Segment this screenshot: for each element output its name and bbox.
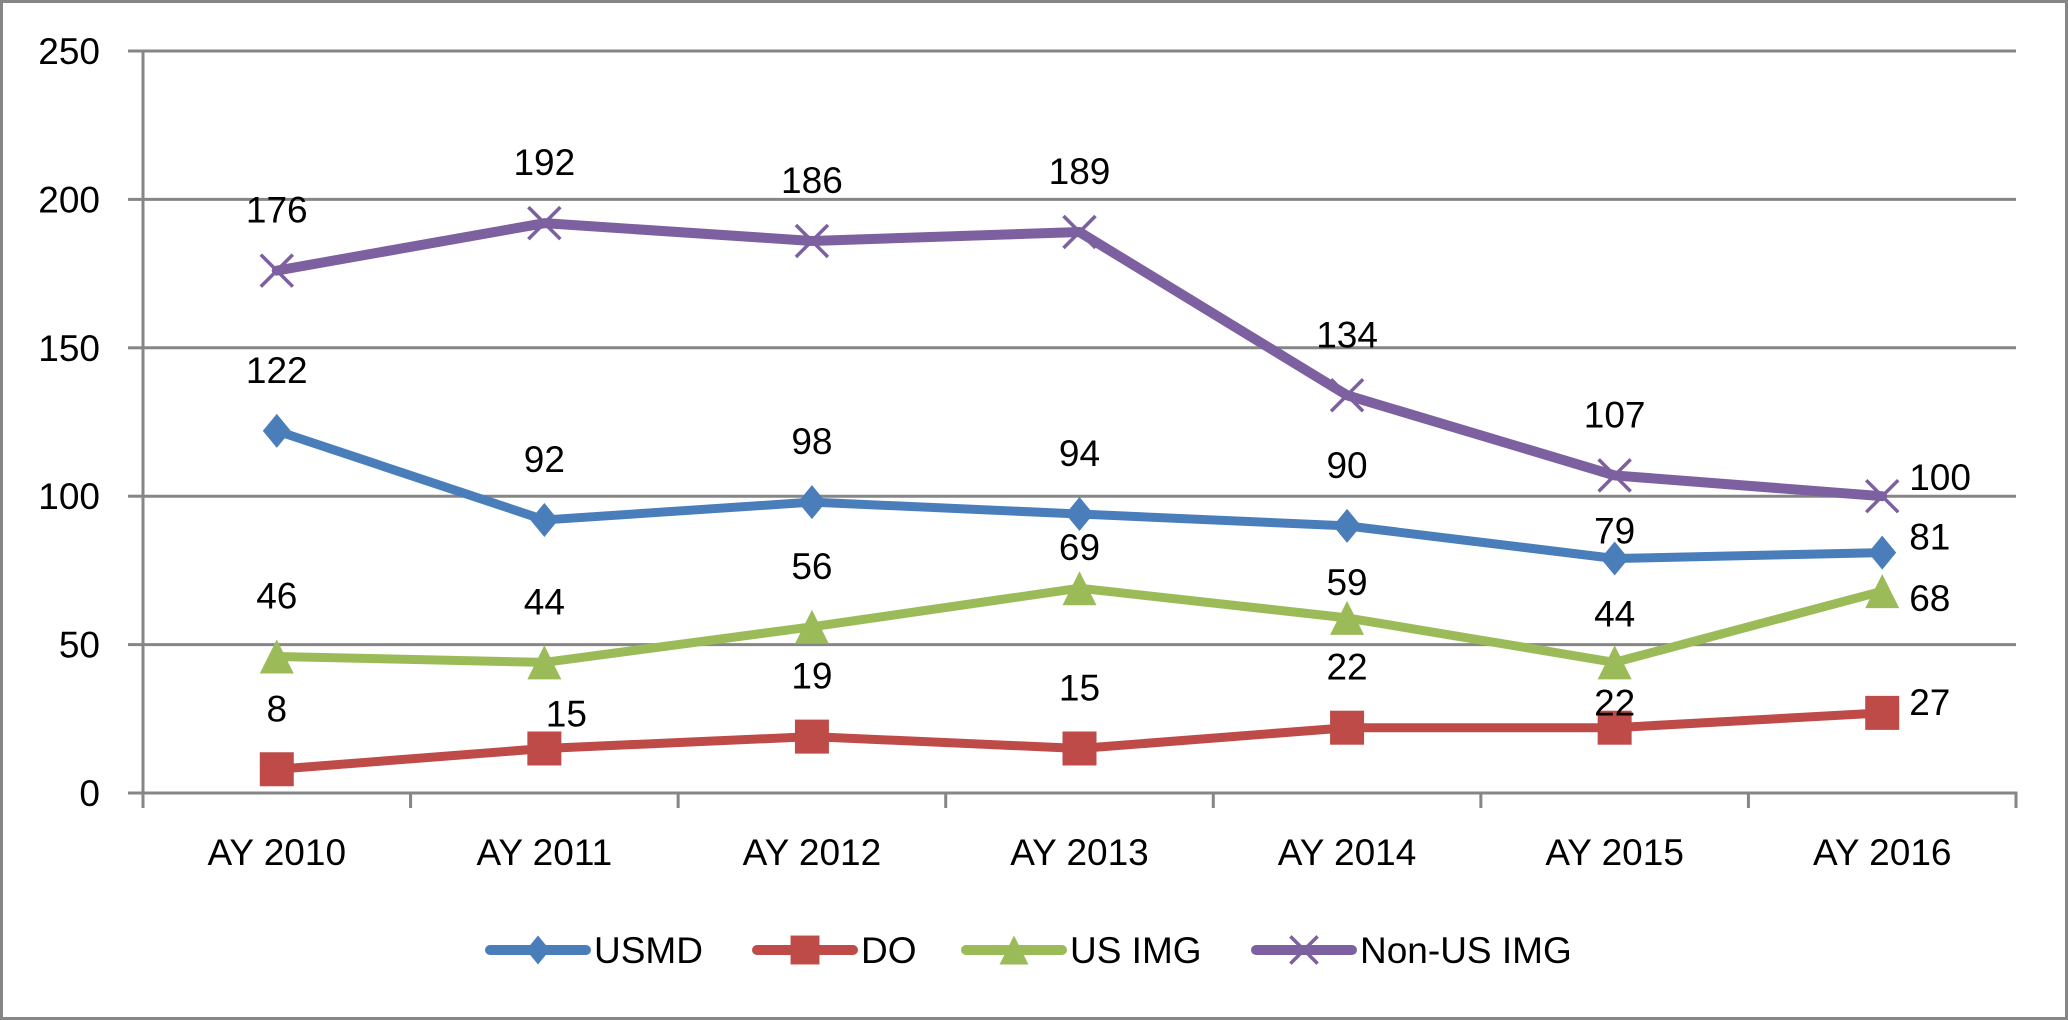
x-marker bbox=[259, 253, 295, 288]
x-marker bbox=[1062, 214, 1097, 250]
series-do bbox=[259, 695, 1900, 787]
square-marker bbox=[790, 935, 820, 965]
data-label: 98 bbox=[791, 421, 832, 462]
gridlines bbox=[128, 49, 2016, 795]
triangle-marker bbox=[794, 609, 829, 644]
data-label: 79 bbox=[1594, 511, 1635, 552]
square-marker bbox=[794, 719, 829, 754]
diamond-marker bbox=[1065, 497, 1094, 532]
legend-label: Non-US IMG bbox=[1360, 930, 1572, 971]
x-tick-label: AY 2010 bbox=[208, 832, 347, 873]
data-label: 92 bbox=[524, 439, 565, 480]
series-layer bbox=[259, 205, 1900, 787]
x-marker bbox=[1597, 458, 1632, 493]
legend-swatch-x-icon bbox=[1251, 935, 1357, 965]
y-tick-label: 0 bbox=[79, 773, 100, 814]
x-marker bbox=[527, 205, 562, 241]
triangle-marker bbox=[527, 645, 562, 680]
legend-label: DO bbox=[861, 930, 917, 971]
y-tick-label: 150 bbox=[38, 328, 100, 369]
diamond-marker bbox=[262, 413, 291, 448]
legend-label: USMD bbox=[594, 930, 703, 971]
y-axis-tick-labels: 0 50 100 150 200 250 bbox=[38, 31, 100, 814]
series-non-us-img bbox=[259, 205, 1900, 514]
diamond-marker bbox=[1600, 541, 1629, 576]
square-marker bbox=[1330, 710, 1365, 745]
data-label: 56 bbox=[791, 546, 832, 587]
x-marker bbox=[1329, 378, 1365, 413]
triangle-marker bbox=[1062, 571, 1097, 606]
diamond-marker bbox=[1333, 508, 1362, 543]
x-tick-label: AY 2011 bbox=[476, 832, 612, 873]
legend-label: US IMG bbox=[1070, 930, 1202, 971]
y-tick-label: 250 bbox=[38, 31, 100, 72]
diamond-marker bbox=[1868, 535, 1897, 570]
square-marker bbox=[1062, 731, 1097, 766]
legend: USMD DO US IMG Non-US IMG bbox=[485, 930, 1572, 971]
legend-swatch-triangle-icon bbox=[961, 935, 1067, 965]
data-label: 90 bbox=[1326, 445, 1367, 486]
data-label: 176 bbox=[246, 190, 308, 231]
data-label: 81 bbox=[1909, 517, 1950, 558]
data-label: 46 bbox=[256, 575, 297, 616]
data-label: 19 bbox=[791, 656, 832, 697]
series-usmd bbox=[262, 413, 1897, 576]
data-label: 22 bbox=[1594, 683, 1635, 724]
data-label: 134 bbox=[1316, 314, 1378, 355]
square-marker bbox=[1597, 710, 1632, 745]
x-tick-label: AY 2012 bbox=[743, 832, 882, 873]
data-label: 15 bbox=[546, 693, 587, 734]
data-label: 186 bbox=[781, 160, 843, 201]
diamond-marker bbox=[797, 485, 826, 520]
square-marker bbox=[527, 731, 562, 766]
square-marker bbox=[1865, 695, 1900, 730]
legend-item-usmd[interactable]: USMD bbox=[485, 930, 703, 971]
x-tick-label: AY 2014 bbox=[1278, 832, 1417, 873]
data-label: 15 bbox=[1059, 667, 1100, 708]
triangle-marker bbox=[1597, 645, 1632, 680]
data-label: 22 bbox=[1326, 647, 1367, 688]
series-us-img bbox=[259, 571, 1900, 680]
data-label: 27 bbox=[1909, 682, 1950, 723]
data-label: 69 bbox=[1059, 527, 1100, 568]
data-label: 8 bbox=[266, 688, 287, 729]
data-label: 44 bbox=[1594, 593, 1635, 634]
axes bbox=[141, 51, 2018, 808]
data-label: 100 bbox=[1909, 457, 1971, 498]
triangle-marker bbox=[999, 935, 1029, 965]
data-label: 192 bbox=[513, 142, 575, 183]
data-label: 189 bbox=[1049, 151, 1111, 192]
y-tick-label: 200 bbox=[38, 179, 100, 220]
triangle-marker bbox=[259, 639, 294, 674]
x-marker bbox=[1864, 478, 1900, 514]
diamond-marker bbox=[530, 502, 559, 537]
data-label: 94 bbox=[1059, 433, 1100, 474]
triangle-marker bbox=[1330, 600, 1365, 635]
legend-item-non-us-img[interactable]: Non-US IMG bbox=[1251, 930, 1572, 971]
data-label: 59 bbox=[1326, 562, 1367, 603]
data-label: 122 bbox=[246, 350, 308, 391]
legend-item-us-img[interactable]: US IMG bbox=[961, 930, 1202, 971]
data-label: 68 bbox=[1909, 578, 1950, 619]
x-tick-label: AY 2015 bbox=[1545, 832, 1684, 873]
x-axis-tick-labels: AY 2010 AY 2011 AY 2012 AY 2013 AY 2014 … bbox=[208, 832, 1952, 873]
legend-swatch-diamond-icon bbox=[485, 935, 591, 965]
diamond-marker bbox=[526, 935, 550, 965]
x-marker bbox=[794, 223, 830, 259]
data-label: 107 bbox=[1584, 394, 1646, 435]
y-tick-label: 50 bbox=[59, 625, 100, 666]
triangle-marker bbox=[1865, 574, 1900, 609]
y-tick-label: 100 bbox=[38, 476, 100, 517]
data-label: 44 bbox=[524, 581, 565, 622]
x-tick-label: AY 2013 bbox=[1010, 832, 1149, 873]
x-tick-label: AY 2016 bbox=[1813, 832, 1952, 873]
legend-item-do[interactable]: DO bbox=[752, 930, 917, 971]
data-labels: 122 92 98 94 90 79 81 8 15 19 15 22 22 27 46 44 56 69 59 44… bbox=[246, 142, 1971, 734]
legend-swatch-square-icon bbox=[752, 935, 858, 965]
square-marker bbox=[259, 752, 294, 787]
x-marker bbox=[1289, 935, 1319, 965]
